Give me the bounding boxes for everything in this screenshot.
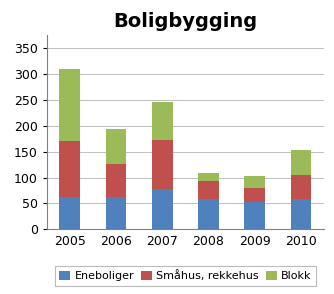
Bar xyxy=(106,197,126,229)
Bar xyxy=(291,199,311,229)
Bar xyxy=(59,197,80,229)
Bar xyxy=(152,140,173,189)
Bar xyxy=(244,202,265,229)
Bar xyxy=(152,189,173,229)
Bar xyxy=(152,101,173,140)
Bar xyxy=(291,150,311,175)
Title: Boligbygging: Boligbygging xyxy=(113,12,258,31)
Bar xyxy=(198,199,219,229)
Bar xyxy=(198,173,219,181)
Bar xyxy=(291,175,311,199)
Bar xyxy=(106,129,126,164)
Bar xyxy=(244,188,265,202)
Bar xyxy=(59,141,80,197)
Bar xyxy=(106,164,126,197)
Bar xyxy=(244,176,265,188)
Bar xyxy=(59,69,80,141)
Bar xyxy=(198,181,219,199)
Legend: Eneboliger, Småhus, rekkehus, Blokk: Eneboliger, Småhus, rekkehus, Blokk xyxy=(54,266,316,286)
